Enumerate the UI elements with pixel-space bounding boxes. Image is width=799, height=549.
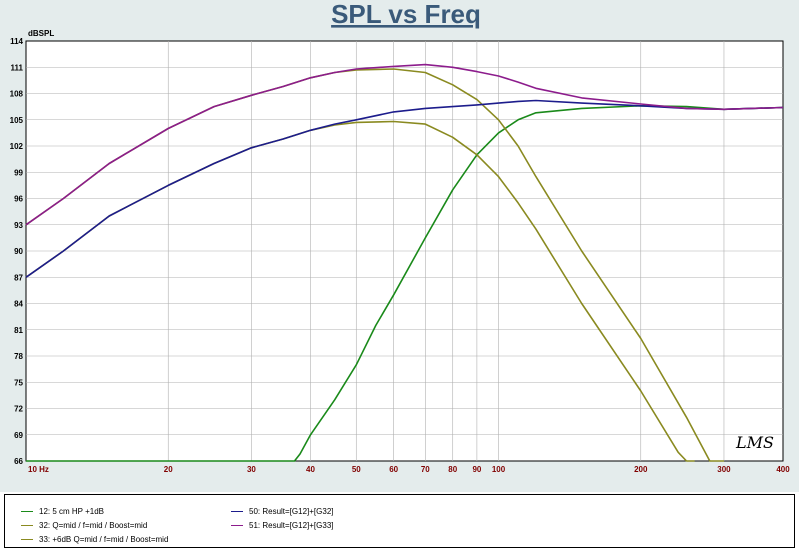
chart-title: SPL vs Freq — [331, 0, 481, 29]
legend-swatch-series-1 — [21, 511, 33, 512]
x-tick-label: 40 — [306, 465, 315, 474]
legend-item-series-2: 32: Q=mid / f=mid / Boost=mid — [21, 521, 147, 530]
x-tick-label: 50 — [352, 465, 361, 474]
y-tick-label: 69 — [14, 431, 23, 440]
legend-item-series-1: 12: 5 cm HP +1dB — [21, 507, 104, 516]
legend-label-series-2: 32: Q=mid / f=mid / Boost=mid — [39, 521, 148, 530]
x-tick-label: 100 — [492, 465, 506, 474]
x-tick-label: 80 — [448, 465, 457, 474]
x-tick-label: 200 — [634, 465, 648, 474]
legend: 12: 5 cm HP +1dB 32: Q=mid / f=mid / Boo… — [4, 494, 795, 548]
legend-swatch-series-4 — [231, 511, 243, 512]
y-tick-label: 114 — [10, 37, 23, 46]
y-tick-label: 102 — [10, 142, 24, 151]
legend-label-series-1: 12: 5 cm HP +1dB — [39, 507, 104, 516]
x-tick-label: 60 — [389, 465, 398, 474]
legend-label-series-3: 33: +6dB Q=mid / f=mid / Boost=mid — [39, 535, 169, 544]
chart-frame: SPL vs Freq dBSPL 66 69 72 75 78 81 84 87 90 93 96… — [0, 0, 799, 492]
axis-labels: 66 69 72 75 78 81 84 87 90 93 96 99 102 105 108 111 114 1… — [10, 37, 791, 474]
y-tick-label: 81 — [14, 326, 23, 335]
legend-label-series-5: 51: Result=[G12]+[G33] — [249, 521, 334, 530]
y-tick-label: 111 — [11, 63, 24, 72]
y-tick-label: 96 — [14, 195, 23, 204]
series-line-4 — [25, 99, 784, 278]
x-tick-label: 300 — [717, 465, 731, 474]
x-tick-label: 70 — [421, 465, 430, 474]
series-lines — [25, 63, 784, 462]
y-tick-label: 99 — [14, 168, 23, 177]
x-tick-label: 20 — [164, 465, 173, 474]
y-tick-label: 93 — [14, 221, 23, 230]
y-tick-label: 87 — [14, 273, 23, 282]
y-tick-label: 84 — [14, 300, 23, 309]
y-tick-label: 90 — [14, 247, 23, 256]
y-axis-label: dBSPL — [28, 29, 54, 38]
series-line-5 — [25, 63, 784, 226]
y-tick-label: 75 — [14, 378, 23, 387]
y-tick-label: 78 — [14, 352, 23, 361]
legend-swatch-series-5 — [231, 525, 243, 526]
lms-logo: LMS — [736, 433, 774, 452]
legend-label-series-4: 50: Result=[G12]+[G32] — [249, 507, 334, 516]
legend-item-series-3: 33: +6dB Q=mid / f=mid / Boost=mid — [21, 535, 168, 544]
x-tick-label: 90 — [472, 465, 481, 474]
y-tick-label: 105 — [10, 116, 24, 125]
spl-chart: SPL vs Freq dBSPL 66 69 72 75 78 81 84 87 90 93 96… — [10, 0, 791, 474]
y-tick-label: 72 — [14, 405, 23, 414]
x-tick-label: 400 — [776, 465, 790, 474]
x-tick-label: 30 — [247, 465, 256, 474]
legend-item-series-4: 50: Result=[G12]+[G32] — [231, 507, 334, 516]
legend-swatch-series-2 — [21, 525, 33, 526]
grid-lines — [26, 41, 783, 461]
x-tick-label: 10 Hz — [28, 465, 49, 474]
y-tick-label: 108 — [10, 90, 24, 99]
y-tick-label: 66 — [14, 457, 23, 466]
series-line-1 — [26, 105, 784, 462]
legend-swatch-series-3 — [21, 539, 33, 540]
legend-item-series-5: 51: Result=[G12]+[G33] — [231, 521, 334, 530]
